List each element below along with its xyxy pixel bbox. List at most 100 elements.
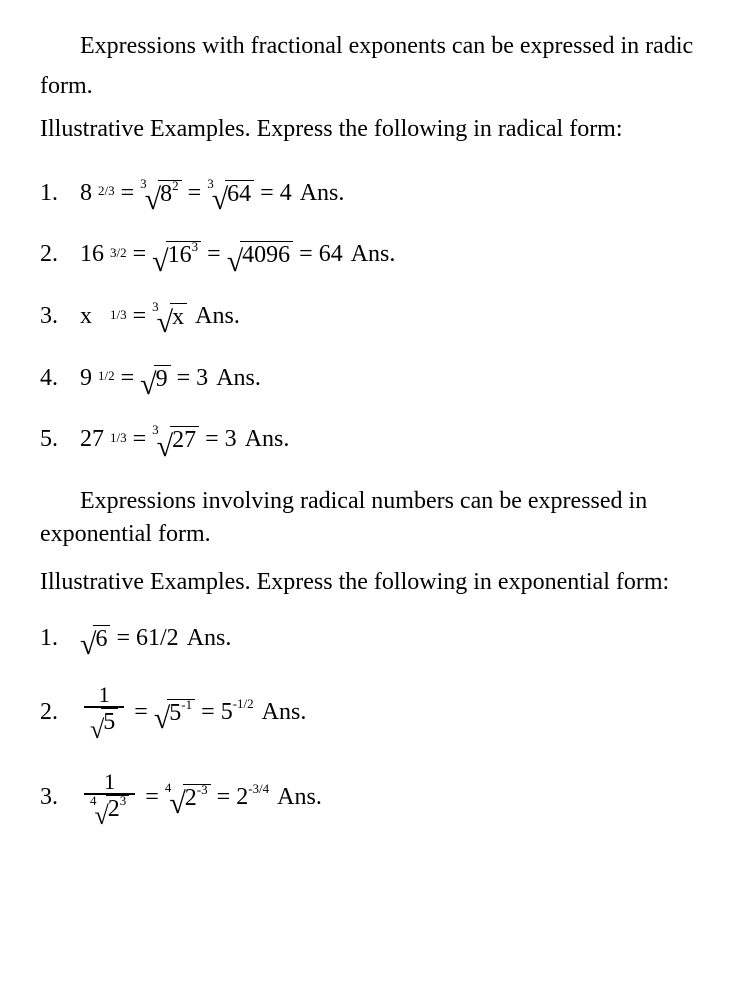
answer-label: Ans. [216, 362, 261, 396]
math-expression: 1 √ 5 = √ 5-1 = 5-1/2 Ans. [80, 683, 306, 742]
math-expression: 9 1/2 = √ 9 = 3 Ans. [80, 362, 261, 396]
radicand: 23 [106, 795, 130, 822]
radical: √ 6 [80, 625, 110, 652]
equals: = [133, 300, 147, 334]
math-expression: 27 1/3 = 3 √ 27 = 3 Ans. [80, 423, 289, 457]
radicand: 163 [166, 241, 202, 268]
item-number: 3. [40, 781, 68, 815]
radical: √ 5-1 [154, 699, 195, 726]
radical: √ 163 [152, 241, 201, 268]
base: 8 [80, 177, 92, 211]
base: 16 [80, 238, 104, 272]
radical: 3 √ x [152, 303, 187, 330]
exponent: 1/3 [110, 306, 127, 324]
math-expression: √ 6 = 61/2 Ans. [80, 622, 231, 656]
answer-label: Ans. [351, 238, 396, 272]
radical: 3 √ 27 [152, 426, 199, 453]
radical: √ 4096 [227, 241, 293, 268]
radical: 3 √ 64 [207, 180, 254, 207]
equals: = [121, 177, 135, 211]
answer-label: Ans. [277, 781, 322, 815]
surd-symbol: √ [157, 314, 173, 332]
equals: = [121, 362, 135, 396]
equals: = [217, 781, 231, 815]
exponent: 1/3 [110, 429, 127, 447]
answer-label: Ans. [300, 177, 345, 211]
item-number: 1. [40, 177, 68, 211]
radical: √ 9 [140, 365, 170, 392]
example-4: 4. 9 1/2 = √ 9 = 3 Ans. [40, 362, 719, 396]
item-number: 2. [40, 696, 68, 730]
example-e3: 3. 1 4 √ 23 = 4 √ [40, 770, 719, 826]
radical: 4 √ 2-3 [165, 784, 211, 811]
base: 9 [80, 362, 92, 396]
intro-text-line1: Expressions with fractional exponents ca… [80, 33, 693, 59]
radicand: 82 [158, 180, 182, 207]
radicand: 27 [170, 426, 199, 453]
result: 61/2 [136, 622, 179, 656]
prompt-1: Illustrative Examples. Express the follo… [40, 113, 719, 147]
fraction-numerator: 1 [93, 683, 116, 706]
example-5: 5. 27 1/3 = 3 √ 27 = 3 Ans. [40, 423, 719, 457]
intro-paragraph-2: Expressions involving radical numbers ca… [40, 485, 719, 519]
equals: = [133, 423, 147, 457]
radical: 4 √ 23 [90, 795, 129, 822]
math-expression: 1 4 √ 23 = 4 √ 2-3 = [80, 770, 322, 826]
intro-paragraph-1: Expressions with fractional exponents ca… [40, 30, 719, 64]
surd-symbol: √ [227, 253, 243, 271]
intro-text-line2: form. [40, 70, 719, 104]
surd-symbol: √ [152, 253, 168, 271]
surd-symbol: √ [80, 636, 96, 654]
radicand: 64 [225, 180, 254, 207]
answer-label: Ans. [195, 300, 240, 334]
page-content: Expressions with fractional exponents ca… [0, 0, 749, 884]
exponent: 3/2 [110, 244, 127, 262]
examples-set-1: 1. 8 2/3 = 3 √ 82 = 3 √ 64 = 4 Ans. [40, 177, 719, 457]
surd-symbol: √ [90, 722, 104, 738]
answer-label: Ans. [187, 622, 232, 656]
item-number: 5. [40, 423, 68, 457]
equals: = [116, 622, 130, 656]
answer-label: Ans. [245, 423, 290, 457]
result: = 3 [205, 423, 237, 457]
fraction-numerator: 1 [98, 770, 121, 793]
base: x [80, 300, 92, 334]
example-e1: 1. √ 6 = 61/2 Ans. [40, 622, 719, 656]
prompt-2: Illustrative Examples. Express the follo… [40, 566, 719, 600]
equals: = [188, 177, 202, 211]
item-number: 2. [40, 238, 68, 272]
item-number: 3. [40, 300, 68, 334]
exponent: 2/3 [98, 182, 115, 200]
fraction-denominator: √ 5 [84, 708, 124, 742]
radicand: 2-3 [183, 784, 211, 811]
examples-set-2: 1. √ 6 = 61/2 Ans. 2. 1 √ [40, 622, 719, 826]
math-expression: 163/2 = √ 163 = √ 4096 = 64 Ans. [80, 238, 395, 272]
result: = 4 [260, 177, 292, 211]
surd-symbol: √ [145, 191, 161, 209]
surd-symbol: √ [169, 795, 185, 813]
exponent: 1/2 [98, 367, 115, 385]
fraction: 1 4 √ 23 [84, 770, 135, 826]
result: = 3 [177, 362, 209, 396]
result: 2-3/4 [236, 781, 269, 815]
equals: = [134, 696, 148, 730]
surd-symbol: √ [140, 376, 156, 394]
example-2: 2. 163/2 = √ 163 = √ 4096 = 64 Ans. [40, 238, 719, 272]
surd-symbol: √ [95, 808, 109, 824]
base: 27 [80, 423, 104, 457]
example-3: 3. x 1/3 = 3 √ x Ans. [40, 300, 719, 334]
example-1: 1. 8 2/3 = 3 √ 82 = 3 √ 64 = 4 Ans. [40, 177, 719, 211]
result: = 64 [299, 238, 343, 272]
surd-symbol: √ [212, 191, 228, 209]
example-e2: 2. 1 √ 5 = √ 5-1 = [40, 683, 719, 742]
item-number: 4. [40, 362, 68, 396]
intro2-line2: exponential form. [40, 518, 719, 552]
radical: 3 √ 82 [140, 180, 181, 207]
radicand: 4096 [240, 241, 293, 268]
item-number: 1. [40, 622, 68, 656]
math-expression: 8 2/3 = 3 √ 82 = 3 √ 64 = 4 Ans. [80, 177, 344, 211]
surd-symbol: √ [154, 710, 170, 728]
fraction: 1 √ 5 [84, 683, 124, 742]
math-expression: x 1/3 = 3 √ x Ans. [80, 300, 240, 334]
result: 5-1/2 [221, 696, 254, 730]
